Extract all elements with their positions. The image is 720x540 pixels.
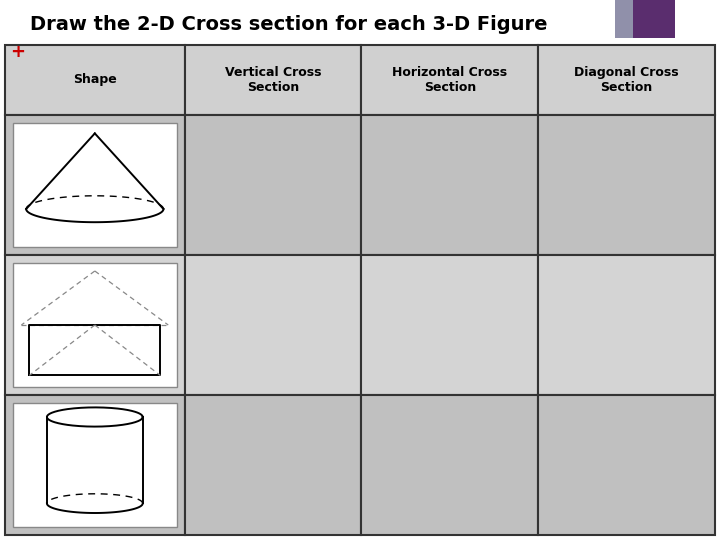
Bar [633,0,675,38]
Bar [184,255,361,395]
Text: Draw the 2-D Cross section for each 3-D Figure: Draw the 2-D Cross section for each 3-D … [30,15,547,34]
Bar [539,115,715,255]
Bar [5,115,184,255]
Text: +: + [11,43,25,61]
Bar [184,45,361,115]
Text: Vertical Cross
Section: Vertical Cross Section [225,66,321,94]
Bar [361,115,539,255]
Bar [539,395,715,535]
Bar [184,395,361,535]
Bar [539,255,715,395]
Text: Horizontal Cross
Section: Horizontal Cross Section [392,66,508,94]
Bar [5,45,184,115]
Bar [361,45,539,115]
Text: Shape: Shape [73,73,117,86]
Text: Diagonal Cross
Section: Diagonal Cross Section [575,66,679,94]
Bar [615,0,633,38]
Bar [361,395,539,535]
Bar [13,263,176,387]
Bar [539,45,715,115]
Bar [5,395,184,535]
Bar [13,123,176,247]
Bar [361,255,539,395]
Bar [184,115,361,255]
Bar [5,255,184,395]
Bar [13,403,176,527]
